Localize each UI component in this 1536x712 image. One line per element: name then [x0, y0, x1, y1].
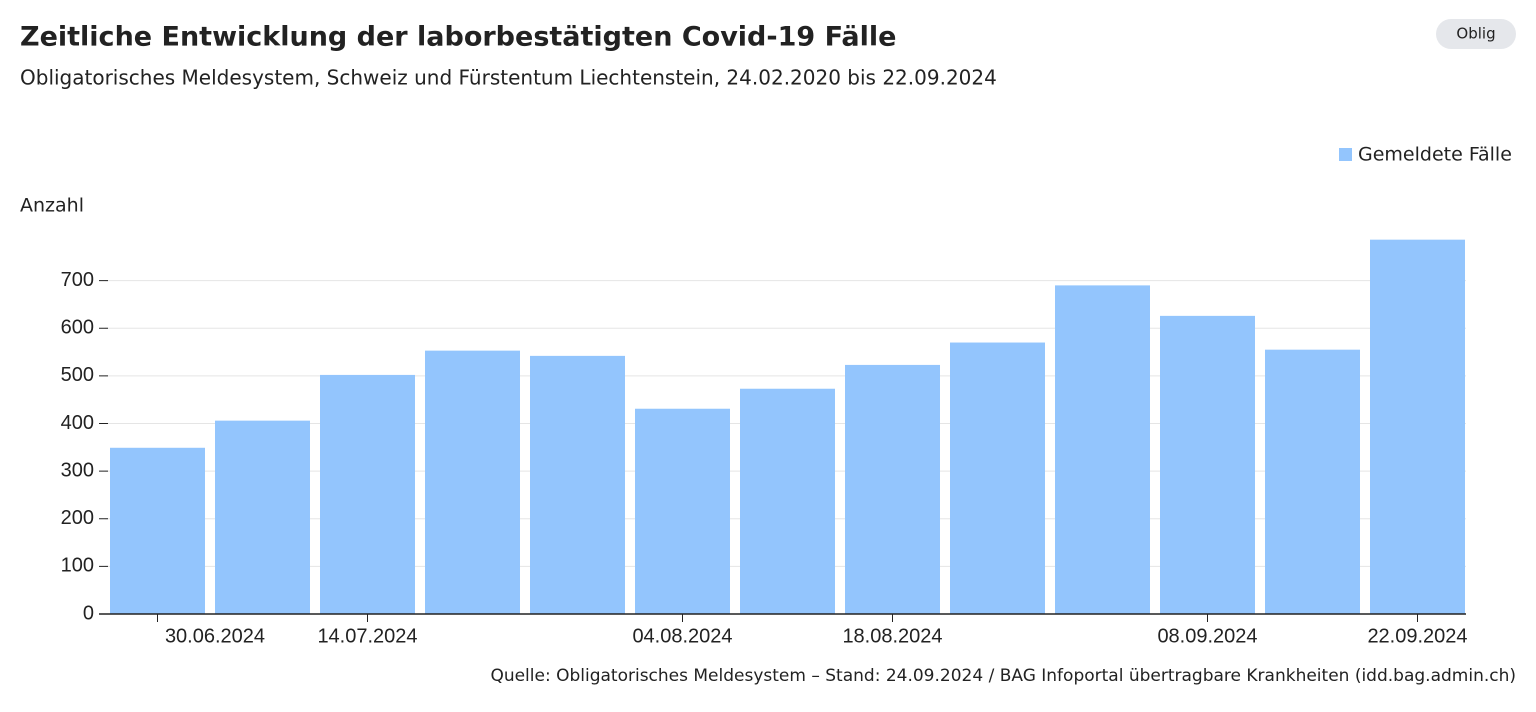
x-tick-label: 22.09.2024: [1367, 625, 1467, 647]
x-tick-label: 14.07.2024: [317, 625, 417, 647]
y-tick-label: 200: [61, 507, 94, 529]
button-bg[interactable]: [1436, 19, 1516, 49]
bar: [215, 420, 310, 614]
y-tick-label: 500: [61, 364, 94, 386]
bar: [320, 374, 415, 614]
bar: [1370, 239, 1465, 615]
source: Quelle: Obligatorisches Meldesystem – St…: [490, 666, 1516, 686]
x-tick-label: 30.06.2024: [165, 625, 265, 647]
x-tick-label: 08.09.2024: [1157, 625, 1257, 647]
y-tick-label: 300: [61, 459, 94, 481]
y-tick-label: 600: [61, 317, 94, 339]
bar: [1160, 315, 1255, 614]
bar: [740, 388, 835, 614]
legend-swatch: [1339, 148, 1352, 161]
bar: [110, 447, 205, 614]
bar: [635, 408, 730, 614]
x-tick-label: 18.08.2024: [842, 625, 942, 647]
y-tick-label: 100: [61, 555, 94, 577]
chart-title: Zeitliche Entwicklung der laborbestätigt…: [20, 22, 896, 53]
y-tick-label: 400: [61, 412, 94, 434]
bar: [845, 364, 940, 614]
bar: [950, 342, 1045, 614]
y-tick-label: 700: [61, 269, 94, 291]
button[interactable]: Oblig: [1456, 25, 1495, 43]
bar: [1055, 285, 1150, 614]
bar: [530, 355, 625, 614]
x-tick-label: 04.08.2024: [632, 625, 732, 647]
bar: [1265, 349, 1360, 614]
legend-label: Gemeldete Fälle: [1358, 144, 1512, 166]
y-tick-label: 0: [83, 602, 94, 624]
y-axis-label: Anzahl: [20, 195, 84, 217]
bar: [425, 350, 520, 614]
chart-subtitle: Obligatorisches Meldesystem, Schweiz und…: [20, 66, 997, 90]
